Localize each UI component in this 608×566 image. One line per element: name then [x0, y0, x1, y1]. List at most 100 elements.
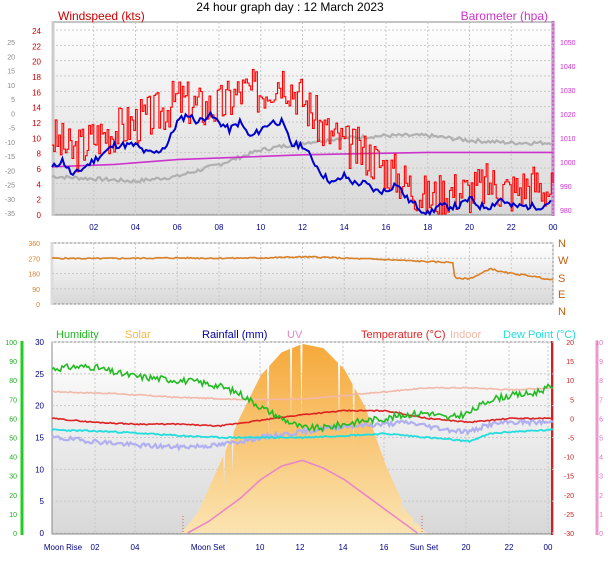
aux-tick-label: 0: [11, 111, 15, 118]
humidity-tick-label: 100: [5, 340, 17, 347]
lower-hour-tick-label: Moon Set: [191, 543, 226, 552]
wind-tick-label: 4: [37, 180, 42, 189]
wind-tick-label: 12: [32, 119, 41, 128]
rain-tick-label: 0: [40, 529, 45, 538]
lower-hour-tick-label: Moon Rise: [44, 543, 83, 552]
hour-tick-label: 12: [298, 223, 307, 232]
temp-tick-label: 0: [570, 416, 574, 423]
direction-axis: 0 90 180 270 360: [28, 241, 40, 309]
hour-tick-label: 14: [340, 223, 349, 232]
compass-label: N: [558, 306, 566, 318]
wind-tick-label: 10: [32, 134, 41, 143]
lower-hour-tick-label: 14: [339, 543, 348, 552]
aux-tick-label: 25: [7, 40, 15, 47]
legend-entry: Dew Point (°C): [503, 329, 576, 341]
uv-tick-label: 7: [599, 397, 603, 404]
hour-tick-label: 04: [131, 223, 140, 232]
barometer-label: Barometer (hpa): [461, 9, 548, 23]
legend-entry: Rainfall (mm): [202, 329, 267, 341]
lower-hour-tick-label: 10: [256, 543, 265, 552]
hour-axis-lower: Moon Rise 02 04 Moon Set 10 12 14 16 Sun Set 20 22…: [44, 543, 553, 552]
windspeed-label: Windspeed (kts): [58, 9, 145, 23]
legend: Humidity Solar Rainfall (mm) UV Temperature …: [56, 329, 576, 341]
lower-hour-tick-label: 12: [296, 543, 305, 552]
hour-tick-label: 20: [465, 223, 474, 232]
aux-tick-label: -35: [5, 211, 15, 218]
direction-tick-label: 90: [32, 287, 40, 294]
apparent-temp-line: [51, 418, 554, 452]
aux-axis: 25 20 15 10 5 0 -5 -10 -15 -20 -25 -30 -35: [5, 40, 15, 218]
direction-tick-label: 0: [36, 302, 40, 309]
temp-tick-label: 15: [566, 359, 574, 366]
hour-tick-label: 02: [89, 223, 98, 232]
rainfall-axis: 0 5 10 15 20 25 30: [35, 338, 44, 538]
aux-tick-label: 20: [7, 54, 15, 61]
legend-entry: Humidity: [56, 329, 99, 341]
dewpoint-line: [51, 428, 554, 444]
aux-tick-label: -15: [5, 154, 15, 161]
lower-hour-tick-label: 02: [91, 543, 100, 552]
hour-tick-label: 10: [256, 223, 265, 232]
wind-tick-label: 20: [32, 58, 41, 67]
direction-tick-label: 180: [28, 272, 40, 279]
rain-tick-label: 10: [35, 465, 44, 474]
lower-hour-tick-label: 16: [380, 543, 389, 552]
uv-tick-label: 5: [599, 436, 603, 443]
uv-tick-label: 6: [599, 416, 603, 423]
barometer-axis: 980 990 1000 1010 1020 1030 1040 1050: [560, 40, 576, 215]
aux-tick-label: -20: [5, 168, 15, 175]
lower-hour-tick-label: 20: [462, 543, 471, 552]
temp-tick-label: -10: [564, 455, 574, 462]
compass-label: W: [558, 255, 569, 267]
wind-tick-label: 18: [32, 73, 41, 82]
temp-tick-label: 20: [566, 340, 574, 347]
aux-tick-label: 15: [7, 69, 15, 76]
rain-tick-label: 15: [35, 434, 44, 443]
hour-tick-label: 16: [382, 223, 391, 232]
hour-axis: 02 04 06 08 10 12 14 16 18 20 22 00: [89, 223, 558, 232]
rain-tick-label: 5: [40, 497, 45, 506]
lower-hour-tick-label: Sun Set: [410, 543, 439, 552]
direction-tick-label: 360: [28, 241, 40, 248]
hour-tick-label: 00: [549, 223, 558, 232]
temp-tick-label: -15: [564, 474, 574, 481]
temp-tick-label: 5: [570, 397, 574, 404]
humidity-tick-label: 90: [9, 359, 17, 366]
wind-tick-label: 8: [37, 150, 42, 159]
uv-tick-label: 0: [599, 531, 603, 538]
hour-tick-label: 18: [423, 223, 432, 232]
hour-tick-label: 08: [215, 223, 224, 232]
uv-tick-label: 2: [599, 493, 603, 500]
legend-entry: Indoor: [450, 329, 482, 341]
graph-title: 24 hour graph day : 12 March 2023: [196, 0, 384, 14]
uv-tick-label: 8: [599, 378, 603, 385]
rain-tick-label: 30: [35, 338, 44, 347]
temperature-axis: 20 15 10 5 0 -5 -10 -15 -20 -25 -30: [564, 340, 574, 538]
baro-tick-label: 1050: [560, 40, 576, 47]
baro-tick-label: 1010: [560, 136, 576, 143]
compass-label: N: [558, 238, 566, 250]
compass-label: S: [558, 273, 565, 285]
baro-tick-label: 1030: [560, 88, 576, 95]
humidity-line: [51, 363, 554, 433]
legend-entry: UV: [287, 329, 303, 341]
humidity-tick-label: 10: [9, 512, 17, 519]
humidity-tick-label: 0: [13, 531, 17, 538]
temp-tick-label: -5: [568, 436, 574, 443]
baro-tick-label: 1020: [560, 112, 576, 119]
uv-tick-label: 3: [599, 474, 603, 481]
uv-tick-label: 10: [595, 340, 603, 347]
uv-axis: 0 1 2 3 4 5 6 7 8 9 10: [595, 340, 603, 538]
windgust-line: [52, 68, 554, 215]
aux-tick-label: -30: [5, 197, 15, 204]
barometer-line: [51, 151, 553, 168]
humidity-tick-label: 20: [9, 493, 17, 500]
hour-tick-label: 06: [173, 223, 182, 232]
wind-tick-label: 14: [32, 104, 41, 113]
baro-tick-label: 1040: [560, 64, 576, 71]
baro-tick-label: 980: [560, 208, 572, 215]
compass-label: E: [558, 289, 565, 301]
